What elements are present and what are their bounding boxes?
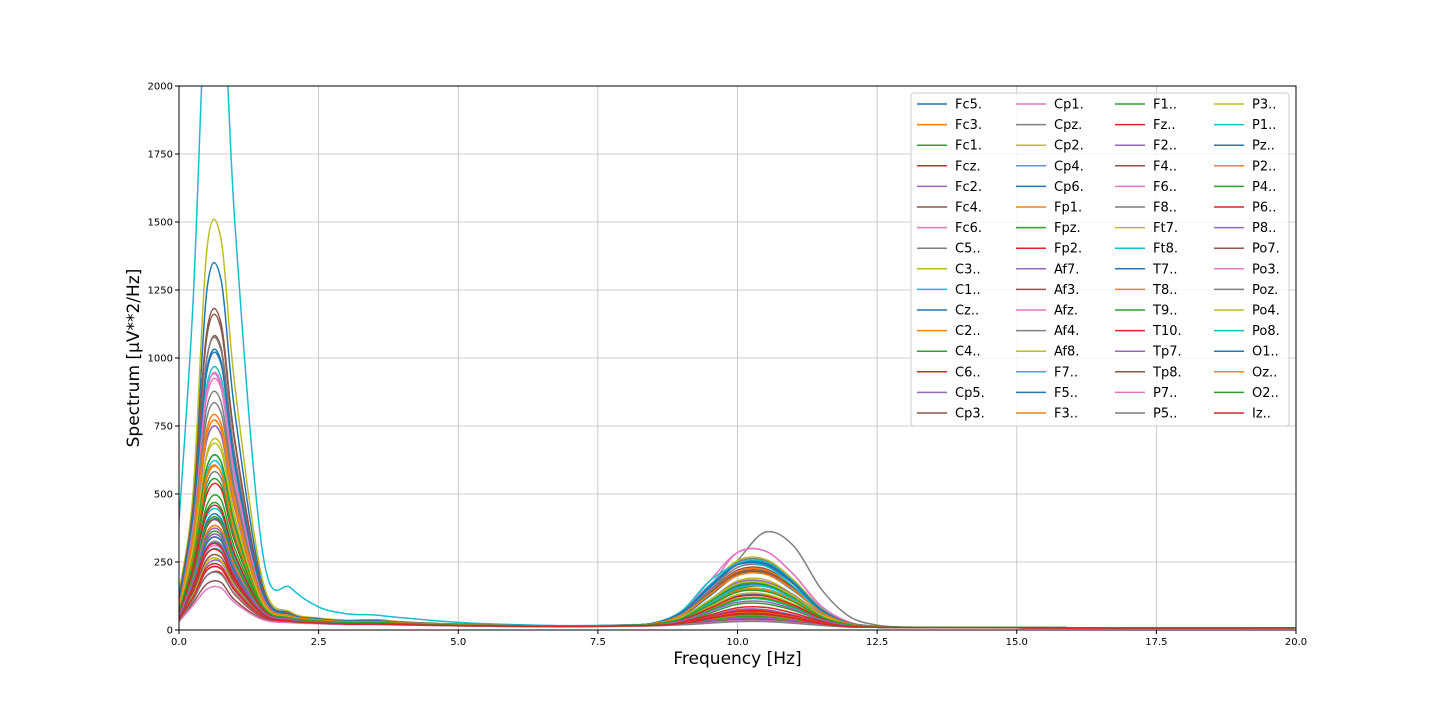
legend-entry: T7.. — [1152, 262, 1177, 277]
legend-entry: Af3. — [1054, 283, 1079, 298]
legend-entry: Iz.. — [1252, 407, 1271, 422]
legend-entry: F8.. — [1153, 201, 1177, 216]
legend-entry: O1.. — [1252, 345, 1279, 360]
legend-entry: P4.. — [1252, 180, 1276, 195]
legend-entry: Af7. — [1054, 262, 1079, 277]
y-tick-label: 0 — [167, 626, 173, 637]
x-tick-label: 7.5 — [590, 637, 606, 648]
legend-entry: Ft8. — [1153, 242, 1178, 257]
y-axis-label: Spectrum [µV**2/Hz] — [124, 269, 144, 448]
legend-entry: Tp7. — [1152, 345, 1182, 360]
legend-entry: F4.. — [1153, 159, 1177, 174]
x-tick-label: 10.0 — [726, 637, 748, 648]
legend-entry: P6.. — [1252, 201, 1276, 216]
legend-entry: Fc3. — [955, 118, 982, 133]
legend-entry: T9.. — [1152, 304, 1177, 319]
legend-entry: P8.. — [1252, 221, 1276, 236]
legend-entry: P5.. — [1153, 407, 1177, 422]
y-tick-label: 1250 — [148, 286, 173, 297]
y-tick-label: 500 — [154, 490, 173, 501]
legend-entry: F1.. — [1153, 98, 1177, 113]
legend-entry: Af4. — [1054, 324, 1079, 339]
legend-entry: C2.. — [955, 324, 981, 339]
legend-entry: Po7. — [1252, 242, 1280, 257]
legend-entry: Fz.. — [1153, 118, 1176, 133]
legend-entry: Pz.. — [1252, 139, 1275, 154]
series-line-iz — [179, 565, 1296, 629]
legend-entry: P7.. — [1153, 386, 1177, 401]
legend-entry: Cp5. — [955, 386, 985, 401]
x-axis-label: Frequency [Hz] — [673, 649, 801, 669]
legend-entry: T10. — [1152, 324, 1182, 339]
x-tick-label: 12.5 — [866, 637, 888, 648]
legend-entry: C3.. — [955, 262, 981, 277]
legend-entry: Po8. — [1252, 324, 1280, 339]
legend-entry: O2.. — [1252, 386, 1279, 401]
legend-entry: F5.. — [1054, 386, 1078, 401]
legend-entry: Fc1. — [955, 139, 982, 154]
legend-entry: Cp4. — [1054, 159, 1084, 174]
legend-entry: Cp1. — [1054, 98, 1084, 113]
legend-entry: P2.. — [1252, 159, 1276, 174]
legend-entry: C1.. — [955, 283, 981, 298]
legend-entry: C5.. — [955, 242, 981, 257]
legend-entry: F2.. — [1153, 139, 1177, 154]
y-tick-label: 250 — [154, 558, 173, 569]
legend-entry: Fc6. — [955, 221, 982, 236]
legend-entry: Fcz. — [955, 159, 981, 174]
y-tick-label: 2000 — [148, 82, 173, 93]
legend-entry: Afz. — [1054, 304, 1078, 319]
legend-entry: Tp8. — [1152, 365, 1182, 380]
legend-entry: Fp2. — [1054, 242, 1082, 257]
axis-ticks: 0.0 2.5 5.0 7.5 10.0 12.5 15.0 17.5 20.0 0 250 500 7… — [148, 82, 1308, 649]
legend-entry: Cp6. — [1054, 180, 1084, 195]
legend-entry: Cz.. — [955, 304, 979, 319]
legend-entry: Oz.. — [1252, 365, 1277, 380]
x-tick-label: 20.0 — [1285, 637, 1307, 648]
legend-entry: Cpz. — [1054, 118, 1082, 133]
legend-entry: Fc4. — [955, 201, 982, 216]
x-tick-label: 5.0 — [450, 637, 466, 648]
x-tick-label: 2.5 — [311, 637, 327, 648]
legend-entry: C6.. — [955, 365, 981, 380]
legend-entry: F7.. — [1054, 365, 1078, 380]
legend-entry: T8.. — [1152, 283, 1177, 298]
series-group — [179, 86, 1296, 629]
legend-entry: P1.. — [1252, 118, 1276, 133]
legend-entry: Fp1. — [1054, 201, 1082, 216]
legend-entry: Po4. — [1252, 304, 1280, 319]
legend-entry: Cp2. — [1054, 139, 1084, 154]
legend-entry: Fpz. — [1054, 221, 1081, 236]
legend-entry: F6.. — [1153, 180, 1177, 195]
legend-entry: Fc5. — [955, 98, 982, 113]
legend-entry: P3.. — [1252, 98, 1276, 113]
legend-entry: C4.. — [955, 345, 981, 360]
y-tick-label: 1500 — [148, 218, 173, 229]
y-tick-label: 750 — [154, 422, 173, 433]
legend-entry: F3.. — [1054, 407, 1078, 422]
legend-entry: Fc2. — [955, 180, 982, 195]
x-tick-label: 17.5 — [1145, 637, 1167, 648]
y-tick-label: 1750 — [148, 150, 173, 161]
legend-entry: Cp3. — [955, 407, 985, 422]
legend: Fc5. Fc3. Fc1. Fcz. Fc2. Fc4. Fc6. C5.. C3.. C1..… — [910, 92, 1290, 427]
legend-entry: Ft7. — [1153, 221, 1178, 236]
legend-entry: Po3. — [1252, 262, 1280, 277]
legend-entry: Af8. — [1054, 345, 1079, 360]
x-tick-label: 15.0 — [1006, 637, 1028, 648]
legend-box — [910, 92, 1290, 427]
y-tick-label: 1000 — [148, 354, 173, 365]
legend-entry: Poz. — [1252, 283, 1278, 298]
x-tick-label: 0.0 — [171, 637, 187, 648]
